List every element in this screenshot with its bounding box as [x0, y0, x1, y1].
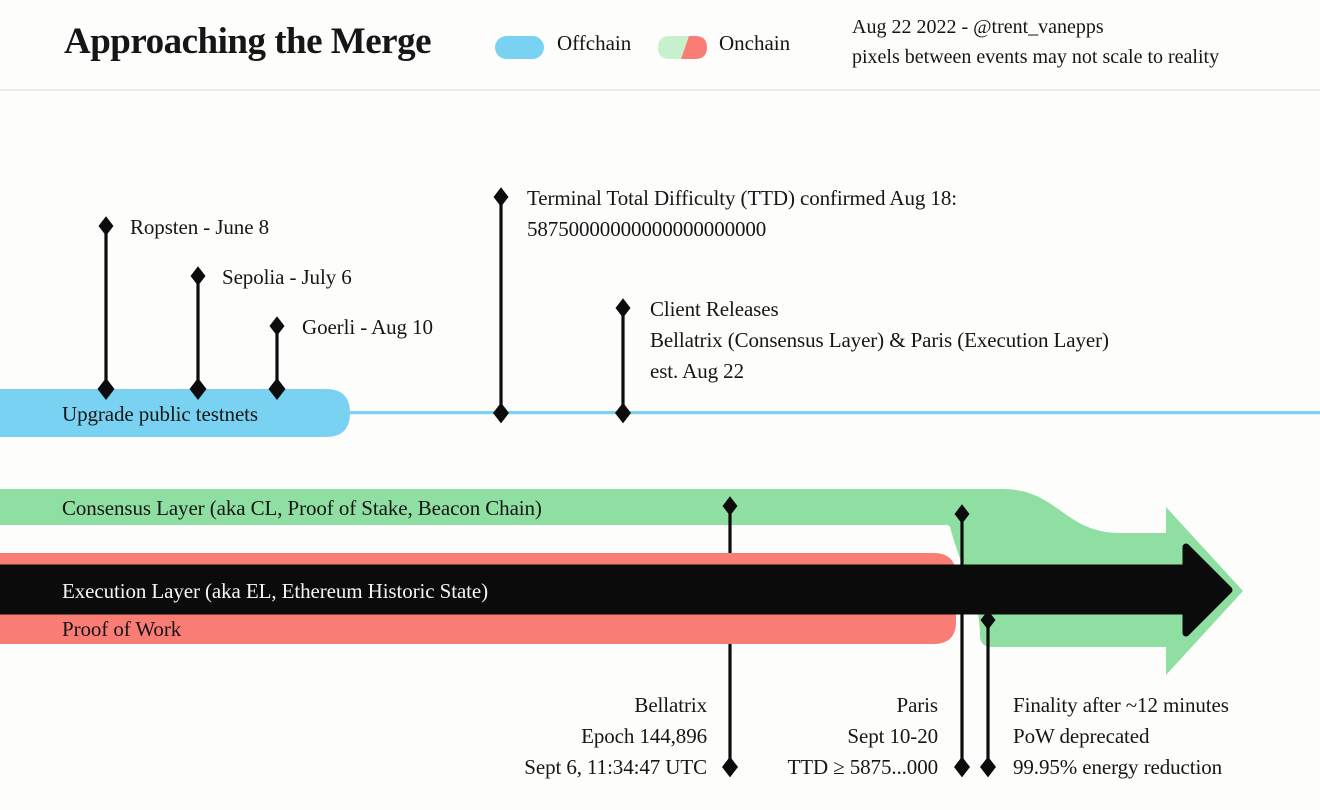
bellatrix-top-diamond-icon — [722, 496, 738, 516]
ttd-line-1: Terminal Total Difficulty (TTD) confirme… — [527, 186, 957, 210]
client-release-top-diamond-icon — [615, 298, 631, 318]
merge-result-line-1: Finality after ~12 minutes — [1013, 693, 1229, 717]
ttd-line-2: 58750000000000000000000 — [527, 217, 767, 241]
ropsten-event-label: Ropsten - June 8 — [130, 215, 269, 239]
merge-result-line-3: 99.95% energy reduction — [1013, 755, 1223, 779]
client-release-line-3: est. Aug 22 — [650, 359, 744, 383]
bellatrix-line-1: Bellatrix — [634, 693, 707, 717]
onchain-legend-swatch-green — [658, 36, 689, 59]
merge-result-label: Finality after ~12 minutes PoW deprecate… — [1013, 690, 1229, 783]
bellatrix-bottom-diamond-icon — [722, 756, 738, 778]
onchain-event-diamonds — [722, 496, 996, 778]
execution-track-label: Execution Layer (aka EL, Ethereum Histor… — [62, 579, 489, 603]
sepolia-event-label: Sepolia - July 6 — [222, 265, 352, 289]
sepolia-top-diamond-icon — [190, 266, 206, 286]
paris-line-2: Sept 10-20 — [847, 724, 938, 748]
testnet-track-label: Upgrade public testnets — [62, 402, 258, 426]
credit-line-2: pixels between events may not scale to r… — [852, 46, 1220, 68]
bellatrix-line-2: Epoch 144,896 — [581, 724, 707, 748]
client-release-line-2: Bellatrix (Consensus Layer) & Paris (Exe… — [650, 328, 1109, 352]
ttd-bottom-diamond-icon — [493, 402, 509, 424]
merge-result-line-2: PoW deprecated — [1013, 724, 1150, 748]
sepolia-bottom-diamond-icon — [189, 377, 207, 401]
client-release-event-label: Client Releases Bellatrix (Consensus Lay… — [650, 294, 1109, 387]
paris-bottom-diamond-icon — [954, 756, 970, 778]
offchain-legend-label: Offchain — [557, 31, 632, 55]
client-release-bottom-diamond-icon — [615, 402, 631, 424]
ttd-top-diamond-icon — [493, 187, 509, 207]
goerli-bottom-diamond-icon — [268, 377, 286, 401]
goerli-event-label: Goerli - Aug 10 — [302, 315, 433, 339]
onchain-legend-label: Onchain — [719, 31, 791, 55]
finality-bottom-diamond-icon — [980, 756, 996, 778]
client-release-line-1: Client Releases — [650, 297, 779, 321]
paris-line-3: TTD ≥ 5875...000 — [787, 755, 939, 779]
header-divider — [0, 89, 1320, 91]
paris-top-diamond-icon — [954, 504, 970, 524]
credit-note: Aug 22 2022 - @trent_vanepps pixels betw… — [852, 12, 1219, 72]
ttd-event-label: Terminal Total Difficulty (TTD) confirme… — [527, 183, 957, 245]
execution-layer-arrow — [0, 543, 1233, 637]
bellatrix-event-label: Bellatrix Epoch 144,896 Sept 6, 11:34:47… — [524, 690, 707, 783]
page-title: Approaching the Merge — [64, 21, 432, 62]
paris-line-1: Paris — [896, 693, 938, 717]
onchain-legend-swatch-red — [681, 36, 707, 59]
offchain-event-stems — [104, 198, 625, 413]
offchain-continuation-line — [350, 411, 1320, 415]
offchain-legend-swatch — [495, 36, 544, 59]
goerli-top-diamond-icon — [269, 316, 285, 336]
ropsten-bottom-diamond-icon — [97, 377, 115, 401]
finality-top-diamond-icon — [980, 610, 996, 630]
consensus-track-label: Consensus Layer (aka CL, Proof of Stake,… — [62, 496, 542, 520]
testnet-bar — [0, 389, 350, 437]
credit-line-1: Aug 22 2022 - @trent_vanepps — [852, 16, 1104, 38]
ropsten-top-diamond-icon — [98, 216, 114, 236]
paris-event-label: Paris Sept 10-20 TTD ≥ 5875...000 — [788, 690, 939, 783]
offchain-event-diamonds — [97, 187, 631, 424]
pow-track-label: Proof of Work — [62, 617, 182, 641]
legend-canvas — [495, 36, 707, 59]
bellatrix-line-3: Sept 6, 11:34:47 UTC — [524, 755, 707, 779]
